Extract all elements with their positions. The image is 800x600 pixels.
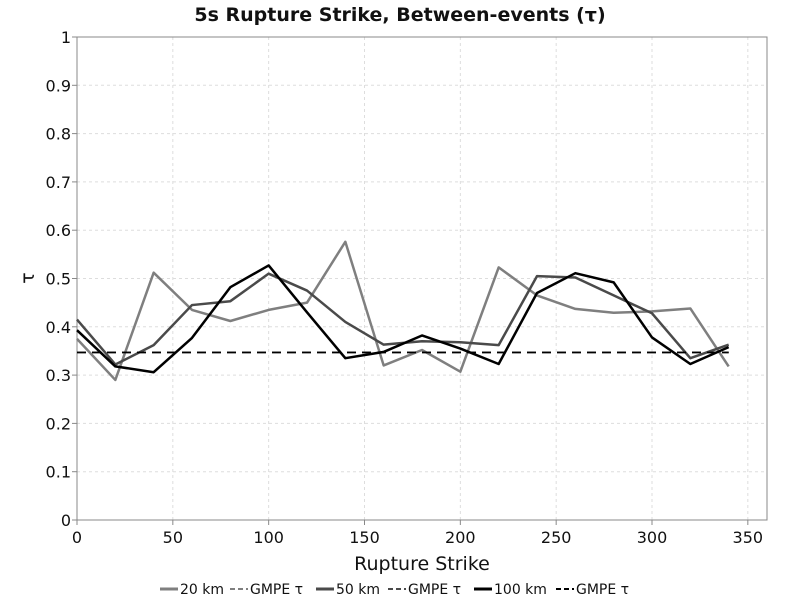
y-axis: 0 0.1 0.2 0.3 0.4 0.5 0.6 0.7 0.8 0.9 1 (46, 28, 77, 530)
legend-label: 50 km (336, 582, 380, 598)
y-axis-label: τ (17, 272, 39, 283)
x-axis-label: Rupture Strike (354, 553, 490, 575)
x-tick-label: 250 (541, 528, 572, 547)
legend-label: GMPE τ (576, 582, 629, 598)
y-tick-label: 0.7 (46, 173, 71, 192)
y-tick-label: 0.1 (46, 463, 71, 482)
x-tick-label: 100 (253, 528, 284, 547)
legend-label: GMPE τ (250, 582, 303, 598)
legend: 20 km GMPE τ 50 km GMPE τ 100 km GMPE τ (160, 582, 629, 598)
y-tick-label: 0.2 (46, 414, 71, 433)
series-line-100-km-4 (76, 264, 730, 374)
legend-label: GMPE τ (408, 582, 461, 598)
y-tick-label: 0.5 (46, 270, 71, 289)
legend-label: 100 km (494, 582, 547, 598)
x-tick-label: 150 (349, 528, 380, 547)
y-tick-label: 0.9 (46, 76, 71, 95)
x-tick-label: 350 (733, 528, 764, 547)
series-line-50-km-2 (76, 272, 730, 366)
legend-label: 20 km (180, 582, 224, 598)
y-tick-label: 1 (61, 28, 71, 47)
y-tick-label: 0.3 (46, 366, 71, 385)
x-axis: 0 50 100 150 200 250 300 350 (72, 520, 763, 547)
grid (76, 36, 767, 521)
y-tick-label: 0 (61, 511, 71, 530)
chart-title: 5s Rupture Strike, Between-events (τ) (194, 4, 605, 26)
x-tick-label: 300 (637, 528, 668, 547)
x-tick-label: 0 (72, 528, 82, 547)
y-tick-label: 0.4 (46, 318, 71, 337)
x-tick-label: 200 (445, 528, 476, 547)
x-tick-label: 50 (163, 528, 183, 547)
y-tick-label: 0.6 (46, 221, 71, 240)
y-tick-label: 0.8 (46, 125, 71, 144)
series-line-20-km-0 (76, 240, 730, 382)
series-layer (76, 240, 730, 382)
